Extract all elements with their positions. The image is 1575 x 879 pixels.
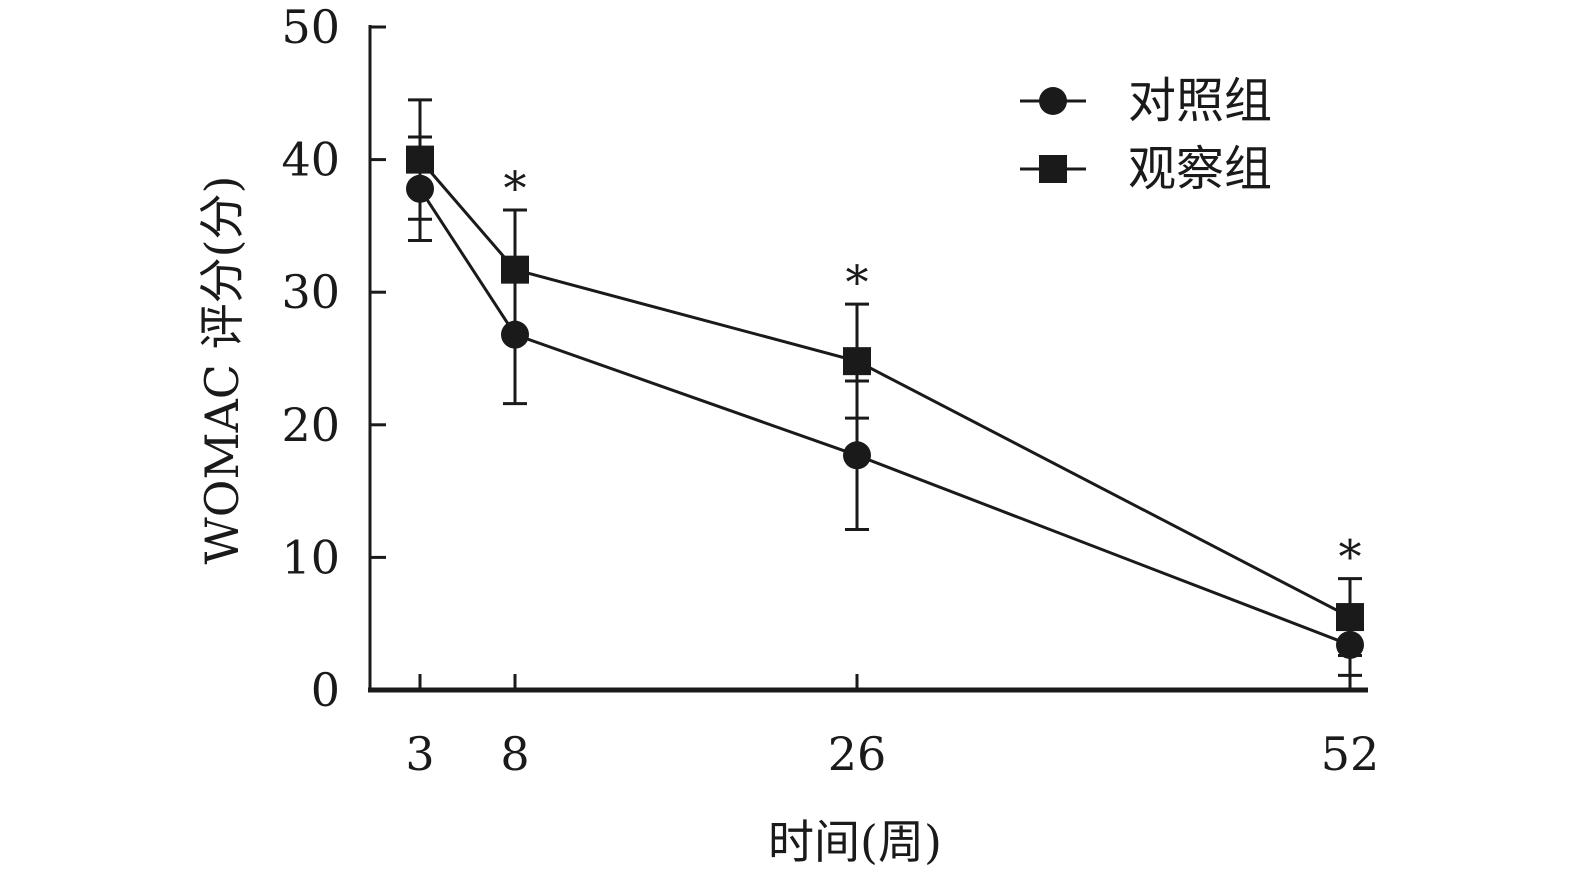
y-axis-label: WOMAC 评分(分): [195, 175, 249, 564]
legend-item-1: 对照组: [1020, 73, 1272, 129]
data-point: [501, 320, 529, 349]
legend-item-2: 观察组: [1020, 141, 1272, 197]
x-tick-label: 8: [500, 727, 529, 781]
y-tick-label: 30: [281, 265, 340, 319]
series-line: [418, 158, 1351, 619]
annotation-layer: * * *: [504, 161, 1362, 584]
series-2: [406, 98, 1364, 658]
data-point: [501, 255, 529, 284]
series-1: [406, 135, 1364, 677]
legend-marker: [1039, 155, 1067, 183]
data-point: [843, 441, 871, 470]
legend-label: 观察组: [1128, 141, 1272, 197]
legend-label: 对照组: [1128, 73, 1272, 129]
x-tick-label: 3: [405, 727, 434, 781]
y-tick-label: 40: [281, 133, 340, 187]
legend-marker: [1039, 87, 1067, 115]
data-point: [1336, 603, 1364, 632]
data-point: [406, 145, 434, 174]
series-layer: [406, 98, 1364, 677]
x-tick-label: 26: [828, 727, 887, 781]
series-line: [418, 187, 1351, 647]
significance-marker: *: [1339, 530, 1362, 584]
y-tick-label: 0: [311, 663, 340, 717]
y-tick-label: 50: [281, 0, 340, 54]
y-tick-label: 20: [281, 398, 340, 452]
x-axis-label: 时间(周): [768, 815, 942, 869]
significance-marker: *: [846, 255, 869, 309]
significance-marker: *: [504, 161, 527, 215]
y-tick-label: 10: [281, 530, 340, 584]
data-point: [843, 347, 871, 376]
x-tick-label: 52: [1321, 727, 1380, 781]
